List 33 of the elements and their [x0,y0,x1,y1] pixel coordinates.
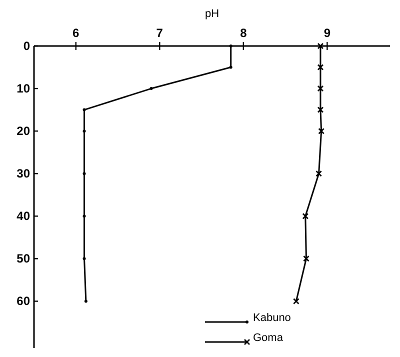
point [292,298,300,304]
line-series [82,44,232,303]
point [229,66,232,69]
point [316,170,322,177]
x-tick-label: 8 [240,26,248,40]
x-tick-label: 7 [156,26,164,40]
y-tick-label: 60 [16,294,30,308]
point [317,42,324,50]
x-tick-label: 9 [324,26,331,40]
y-tick-label: 30 [16,166,30,181]
x-axis-title: pH [204,8,220,20]
point [318,128,325,134]
point [317,85,324,92]
point [150,87,153,90]
x-tick-label: 6 [72,26,80,40]
point [82,172,86,176]
point [303,255,310,262]
point [317,64,324,70]
point [82,108,86,112]
point [229,44,232,48]
point [82,130,86,133]
y-tick-label: 10 [16,82,30,96]
point [317,106,324,114]
y-tick-label: 0 [23,39,30,53]
point [302,212,309,220]
y-tick-label: 50 [16,252,30,266]
legend-label: Kabuno [253,312,291,324]
point [84,300,88,303]
y-tick-label: 20 [16,124,30,138]
point [82,257,86,260]
y-tick-label: 40 [16,209,30,224]
legend-label: Goma [253,332,284,344]
point [82,214,86,218]
